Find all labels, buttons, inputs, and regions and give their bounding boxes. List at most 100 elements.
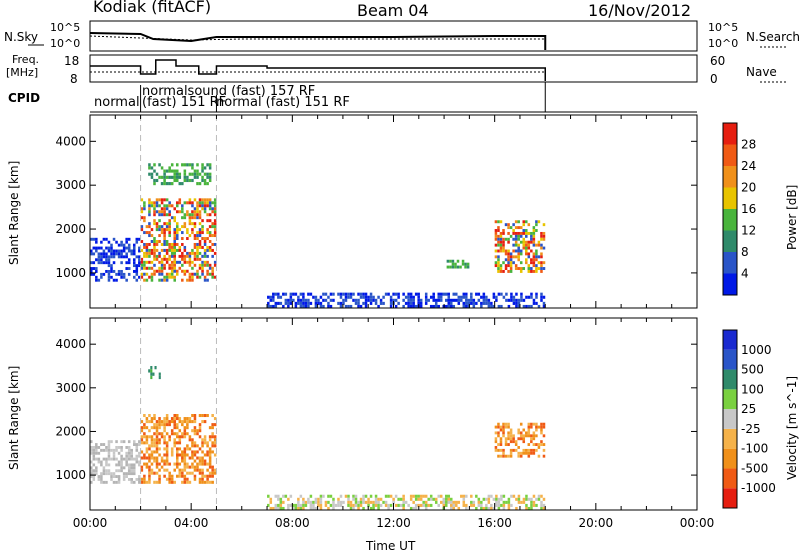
scatter-cell [206,228,209,232]
scatter-cell [170,263,174,267]
scatter-cell [183,429,187,433]
scatter-cell [519,454,523,458]
scatter-cell [490,494,493,498]
scatter-cell [92,478,96,481]
scatter-cell [452,503,456,507]
scatter-cell [188,198,192,202]
scatter-cell [173,251,176,255]
scatter-cell [502,425,505,429]
scatter-cell [455,500,458,504]
scatter-cell [158,251,161,255]
scatter-cell [196,237,199,241]
scatter-cell [115,240,118,244]
scatter-cell [412,301,415,305]
noise-left-tick-bottom: 10^0 [50,37,81,50]
scatter-cell [213,225,217,229]
scatter-cell [100,443,103,446]
scatter-cell [193,414,197,418]
y-tick-label: 2000 [55,424,86,438]
scatter-cell [155,441,159,445]
scatter-cell [112,255,116,259]
noise-sky-trace [89,32,547,50]
scatter-cell [170,480,174,484]
scatter-cell [309,301,313,305]
scatter-cell [208,263,212,267]
scatter-cell [203,263,207,267]
scatter-cell [168,477,171,481]
scatter-cell [203,172,207,176]
scatter-cell [122,466,126,470]
scatter-cell [173,438,176,442]
scatter-cell [148,172,151,176]
scatter-cell [507,261,510,265]
scatter-cell [95,457,98,461]
scatter-cell [203,435,207,439]
scatter-cell [160,242,164,246]
scatter-cell [402,298,405,302]
scatter-cell [502,246,505,250]
scatter-cell [127,457,131,461]
scatter-cell [282,506,285,510]
scatter-cell [92,463,96,467]
scatter-cell [450,497,453,501]
scatter-cell [175,453,179,457]
scatter-cell [494,237,498,241]
scatter-cell [107,240,111,244]
scatter-cell [322,292,325,296]
scatter-cell [186,417,189,421]
scatter-cell [112,237,116,241]
scatter-cell [507,264,510,268]
scatter-cell [495,295,498,299]
scatter-cell [502,431,505,435]
scatter-cell [535,448,538,452]
scatter-cell [130,478,133,481]
scatter-cell [186,210,189,214]
scatter-cell [107,443,111,446]
scatter-cell [309,494,313,498]
scatter-cell [145,272,149,276]
scatter-cell [294,301,298,305]
scatter-cell [140,263,144,267]
scatter-cell [472,301,476,305]
scatter-cell [175,450,179,454]
scatter-cell [414,304,418,308]
colorbar-tick-label: 4 [741,267,749,281]
scatter-cell [115,448,118,452]
scatter-cell [422,500,425,504]
scatter-cell [512,255,515,259]
scatter-cell [211,269,214,273]
scatter-cell [193,210,197,214]
scatter-cell [512,295,516,299]
scatter-cell [168,204,171,208]
scatter-cell [158,462,161,466]
scatter-cell [105,469,108,473]
scatter-cell [314,295,318,299]
scatter-cell [95,269,98,273]
scatter-cell [90,469,93,473]
scatter-cell [402,497,405,501]
scatter-cell [188,465,192,469]
scatter-cell [530,497,533,501]
scatter-cell [525,431,528,435]
scatter-cell [203,441,207,445]
scatter-cell [387,494,390,498]
scatter-cell [155,450,159,454]
scatter-cell [514,231,518,235]
scatter-cell [150,234,154,238]
scatter-cell [198,426,202,430]
scatter-cell [527,425,531,429]
scatter-cell [319,500,323,504]
scatter-cell [175,474,179,478]
scatter-cell [517,226,520,230]
scatter-cell [532,437,536,441]
scatter-cell [163,257,166,261]
scatter-cell [160,432,164,436]
scatter-cell [389,503,393,507]
scatter-cell [201,169,204,173]
scatter-cell [112,278,116,282]
scatter-cell [482,295,486,299]
scatter-cell [148,225,151,229]
scatter-cell [181,182,184,186]
scatter-cell [289,298,293,302]
scatter-cell [201,201,204,205]
